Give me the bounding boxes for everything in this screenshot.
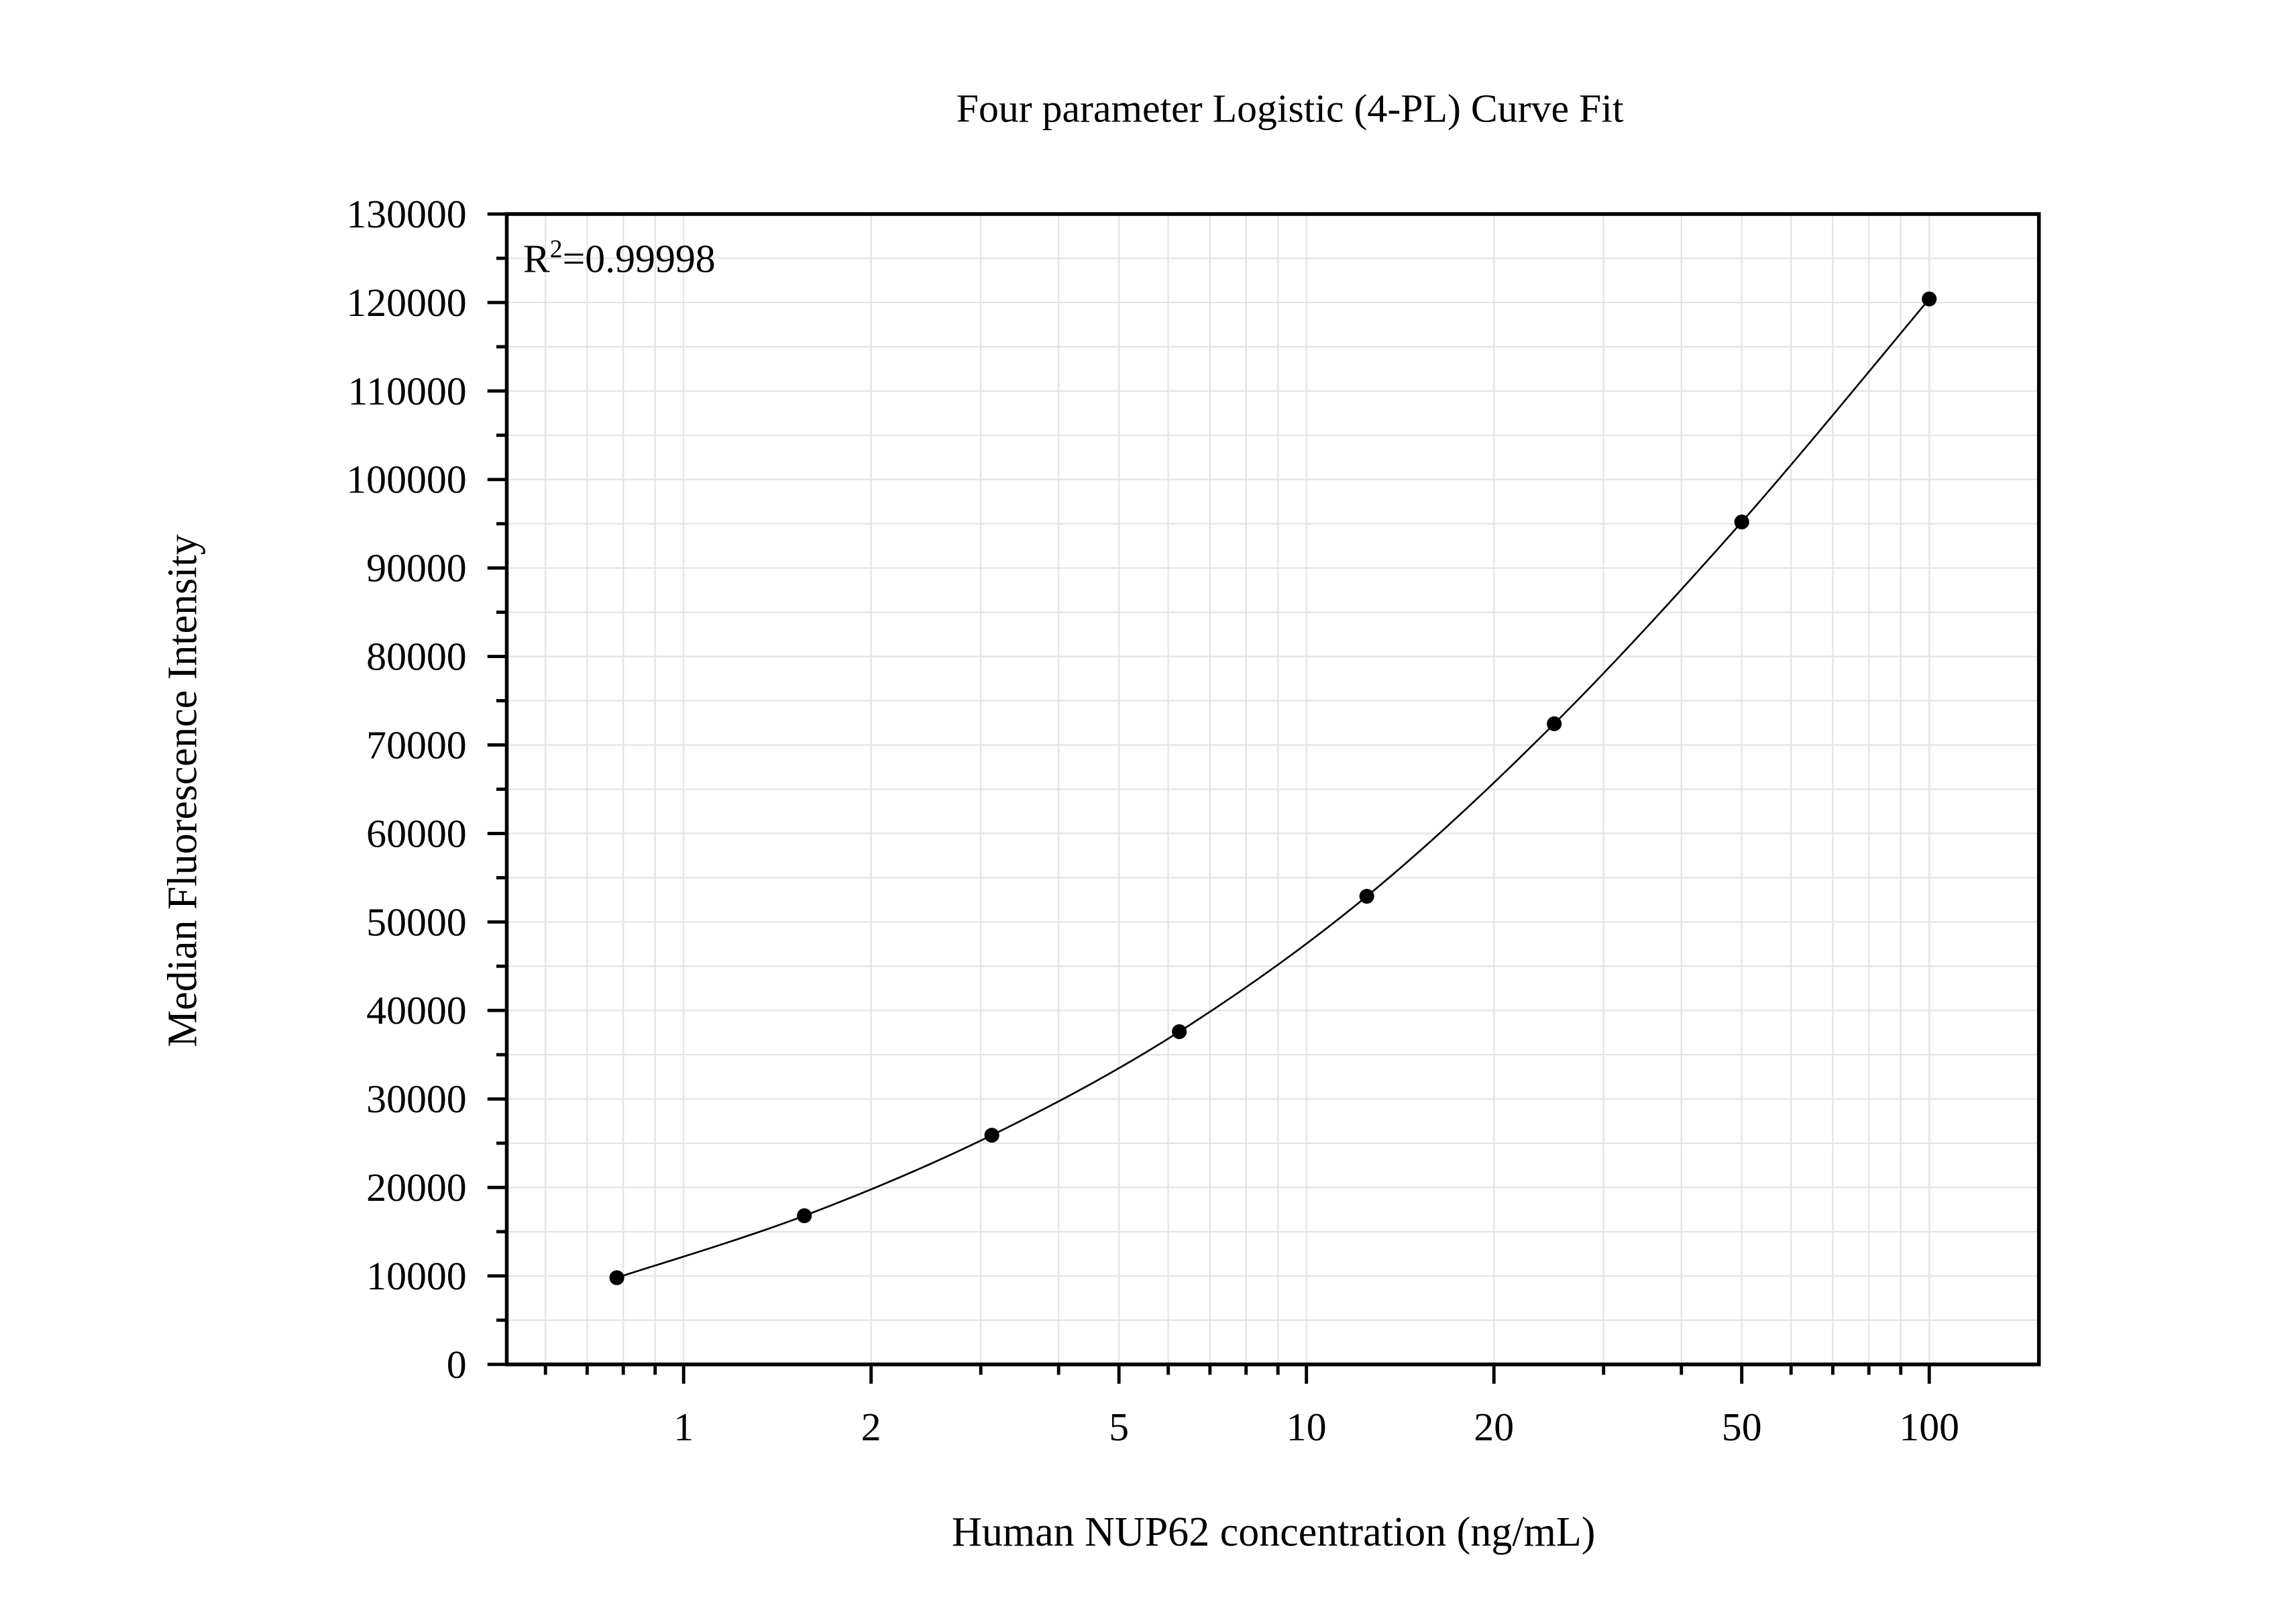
data-point (609, 1270, 624, 1285)
data-point (1922, 291, 1937, 307)
chart-title: Four parameter Logistic (4-PL) Curve Fit (956, 87, 1624, 131)
x-axis-label: Human NUP62 concentration (ng/mL) (952, 1509, 1595, 1555)
y-tick-label: 130000 (346, 192, 466, 236)
y-tick-label: 50000 (366, 900, 467, 944)
y-tick-label: 20000 (366, 1165, 467, 1210)
y-tick-label: 10000 (366, 1254, 467, 1298)
annotation: R2=0.99998 (523, 235, 716, 280)
x-tick-label: 10 (1287, 1405, 1327, 1449)
x-tick-label: 20 (1474, 1405, 1514, 1449)
y-tick-label: 120000 (346, 280, 466, 325)
annotation-part: R (523, 236, 550, 280)
y-tick-label: 60000 (366, 811, 467, 855)
y-tick-label: 90000 (366, 546, 467, 590)
fit-curve (616, 298, 1930, 1279)
x-tick-label: 5 (1109, 1405, 1129, 1449)
y-tick-label: 30000 (366, 1077, 467, 1121)
data-point (1172, 1024, 1187, 1039)
y-tick-label: 100000 (346, 458, 466, 502)
y-tick-label: 70000 (366, 723, 467, 767)
annotation-part: 2 (550, 235, 563, 263)
data-point (797, 1208, 812, 1224)
y-tick-label: 110000 (348, 369, 467, 413)
y-tick-label: 0 (447, 1342, 467, 1387)
annotation-part: =0.99998 (563, 236, 716, 280)
x-tick-label: 1 (673, 1405, 694, 1449)
data-point (1547, 716, 1562, 731)
y-tick-label: 40000 (366, 988, 467, 1032)
y-tick-label: 80000 (366, 635, 467, 679)
y-axis-label: Median Fluorescence Intensity (160, 534, 205, 1047)
x-tick-label: 2 (861, 1405, 881, 1449)
data-point (984, 1128, 999, 1143)
grid (506, 213, 2039, 1365)
data-point (1359, 888, 1374, 904)
axes: 1 2 5 10 20 50 100 0 10000 20000 30000 40000 50000 60… (346, 192, 1959, 1449)
data-point (1734, 515, 1749, 530)
x-tick-label: 100 (1899, 1405, 1959, 1449)
plot (609, 291, 1937, 1285)
x-tick-label: 50 (1722, 1405, 1762, 1449)
